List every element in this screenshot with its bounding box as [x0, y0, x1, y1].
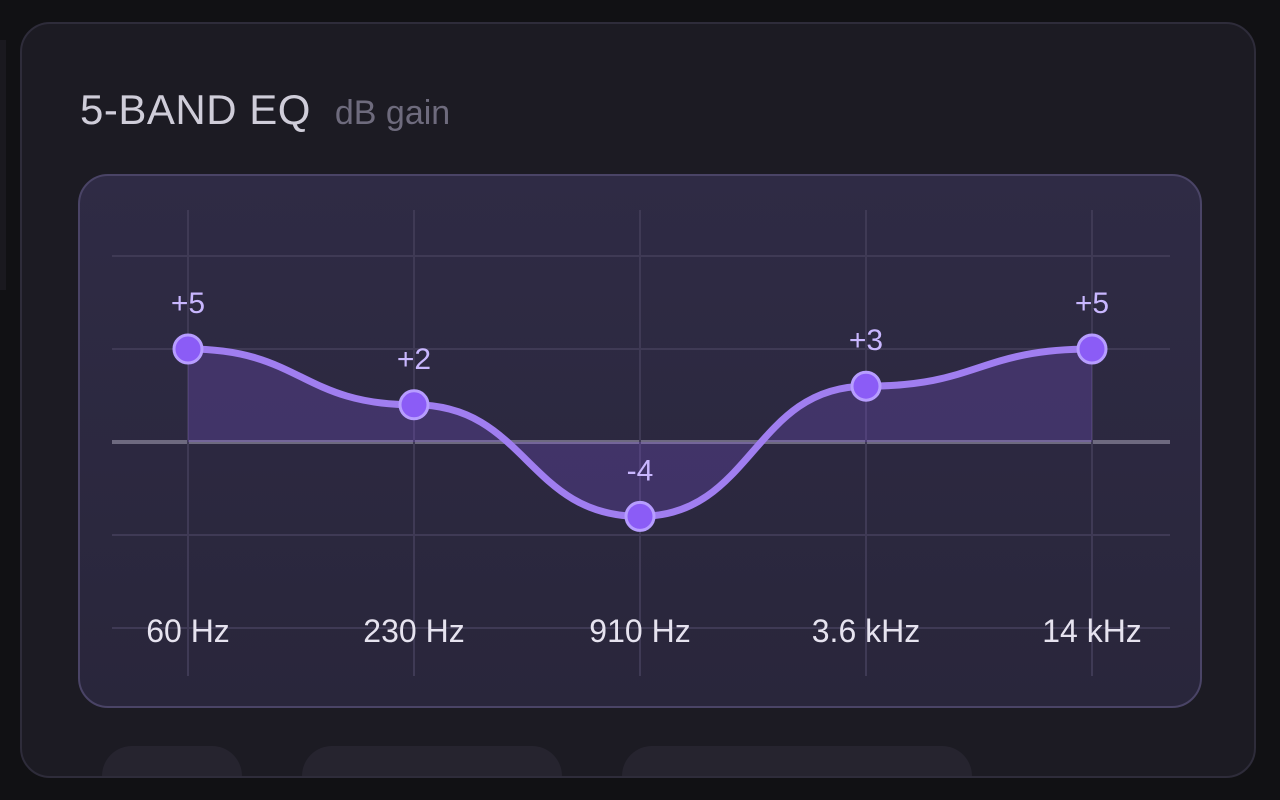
- band-gain-label: +3: [849, 324, 883, 357]
- band-gain-label: +5: [171, 287, 205, 320]
- control-pill[interactable]: [622, 746, 972, 776]
- band-gain-label: +5: [1075, 287, 1109, 320]
- band-gain-label: +2: [397, 343, 431, 376]
- band-handle[interactable]: [398, 389, 430, 421]
- band-handle[interactable]: [172, 333, 204, 365]
- eq-subtitle: dB gain: [334, 94, 451, 132]
- band-handle[interactable]: [850, 370, 882, 402]
- window-edge: [0, 40, 6, 290]
- controls-row: [102, 746, 1202, 776]
- eq-header: 5-BAND EQ dB gain: [80, 86, 450, 134]
- eq-graph[interactable]: +5 +2 -4 +3 +5 60 Hz 230 Hz 910 Hz 3.6 kHz 14 kHz: [80, 176, 1202, 708]
- band-frequency-label: 910 Hz: [589, 613, 690, 649]
- band-handle[interactable]: [624, 500, 656, 532]
- band-frequency-label: 3.6 kHz: [812, 613, 920, 649]
- band-gain-label: -4: [627, 454, 654, 487]
- band-frequency-label: 230 Hz: [363, 613, 464, 649]
- band-frequency-label: 60 Hz: [146, 613, 230, 649]
- eq-title: 5-BAND EQ: [80, 86, 311, 133]
- band-handle[interactable]: [1076, 333, 1108, 365]
- control-pill[interactable]: [302, 746, 562, 776]
- band-frequency-label: 14 kHz: [1042, 613, 1142, 649]
- eq-card: 5-BAND EQ dB gain +5 +2 -4 +3 +5 60 Hz 230 Hz 9…: [20, 22, 1256, 778]
- control-pill[interactable]: [102, 746, 242, 776]
- eq-graph-panel[interactable]: +5 +2 -4 +3 +5 60 Hz 230 Hz 910 Hz 3.6 kHz 14 kHz: [78, 174, 1202, 708]
